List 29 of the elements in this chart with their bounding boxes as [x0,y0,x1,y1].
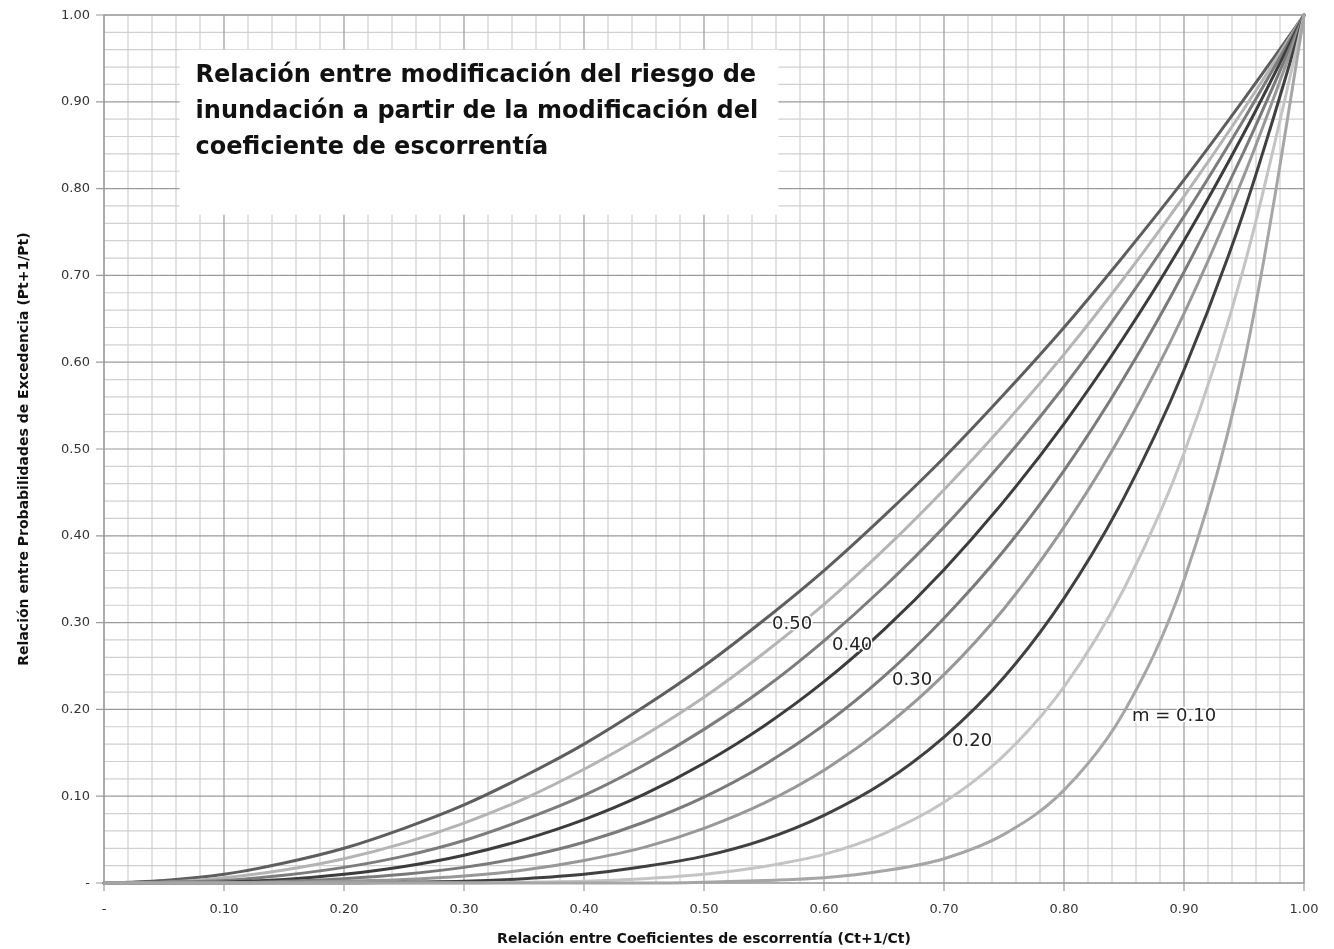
y-axis-title: Relación entre Probabilidades de Excedencia (Pt+1/Pt) [15,232,31,666]
y-tick-label: 0.30 [61,614,90,630]
x-tick-label: 0.70 [929,901,959,916]
y-tick-label: 0.90 [61,93,90,109]
y-tick-label: 1.00 [61,6,90,22]
x-tick-label: 0.50 [689,901,719,916]
annotation: 0.30 [892,668,933,690]
y-tick-label: 0.80 [61,180,90,196]
x-tick-label: 0.90 [1169,901,1199,916]
x-tick-label: 0.40 [569,901,599,916]
x-tick-label: 0.30 [449,901,479,916]
y-tick-label: 0.70 [61,266,90,282]
annotation: 0.20 [952,729,993,751]
y-tick-label: - [85,874,91,890]
x-tick-label: 0.60 [809,901,839,916]
annotation: m = 0.10 [1132,704,1217,725]
y-tick-label: 0.10 [61,787,90,803]
x-tick-label: 0.20 [329,901,359,916]
y-tick-label: 0.20 [61,700,90,716]
y-tick-label: 0.50 [61,440,90,456]
y-tick-label: 0.40 [61,527,90,543]
text: Relación entre modificación del riesgo de inundación a partir de la modificación del coeficiente de escorrentía [195,59,759,160]
x-axis-title: Relación entre Coeficientes de escorrentía (Ct+1/Ct) [497,930,911,946]
y-tick-label: 0.60 [61,353,90,369]
x-tick-label: 1.00 [1289,901,1319,916]
annotation: 0.50 [772,612,813,633]
x-tick-label: 0.10 [209,901,239,916]
x-tick-label: 0.80 [1049,901,1079,916]
x-tick-label: - [101,901,107,916]
